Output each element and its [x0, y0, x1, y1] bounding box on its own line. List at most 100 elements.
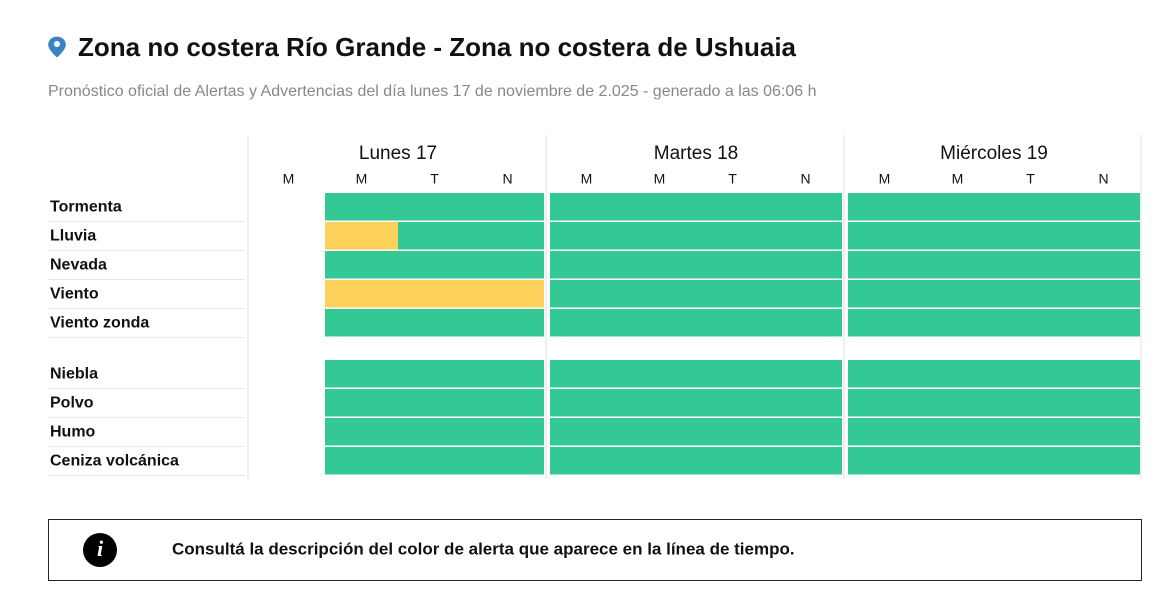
alert-cell [769, 193, 842, 221]
alert-cell [398, 222, 472, 250]
alert-cell [550, 251, 624, 279]
period-label: M [356, 171, 368, 187]
row-label: Humo [50, 424, 96, 441]
row-label: Tormenta [50, 199, 122, 216]
alert-cell [325, 193, 399, 221]
alert-cell [1067, 251, 1140, 279]
alert-cell [921, 280, 995, 308]
alert-cell [398, 280, 472, 308]
alert-cell [848, 360, 922, 388]
info-box [48, 519, 1142, 581]
day-label: Miércoles 19 [940, 143, 1048, 164]
period-label: N [800, 171, 810, 187]
alert-cell [325, 389, 399, 417]
alert-cell [994, 447, 1068, 475]
subtitle: Pronóstico oficial de Alertas y Adverten… [48, 83, 817, 100]
alert-cell [325, 309, 399, 337]
alert-cell [921, 418, 995, 446]
alert-cell [994, 389, 1068, 417]
row-label: Niebla [50, 366, 98, 383]
alert-cell [623, 447, 697, 475]
alert-cell [550, 418, 624, 446]
alert-cell [550, 222, 624, 250]
alert-cell [623, 360, 697, 388]
alert-cell [325, 251, 399, 279]
row-label: Ceniza volcánica [50, 453, 179, 470]
alert-cell [1067, 222, 1140, 250]
period-label: M [654, 171, 666, 187]
alert-cell [696, 418, 770, 446]
alert-cell [769, 447, 842, 475]
alert-cell [769, 222, 842, 250]
alert-cell [471, 222, 544, 250]
alert-cell [848, 222, 922, 250]
alert-cell [550, 309, 624, 337]
alert-cell [550, 447, 624, 475]
alert-cell [398, 418, 472, 446]
alert-cell [994, 251, 1068, 279]
period-label: N [1098, 171, 1108, 187]
alert-cell [471, 280, 544, 308]
alert-cell [398, 193, 472, 221]
alert-cell [848, 193, 922, 221]
alert-cell [623, 280, 697, 308]
alert-cell [471, 360, 544, 388]
alert-cell [1067, 447, 1140, 475]
row-label: Nevada [50, 257, 107, 274]
alert-cell [471, 193, 544, 221]
alert-cell [921, 360, 995, 388]
alert-cell [769, 389, 842, 417]
alert-cell [994, 280, 1068, 308]
alert-cell [1067, 280, 1140, 308]
period-label: M [283, 171, 295, 187]
info-icon-letter: i [97, 536, 104, 561]
alert-cell [1067, 389, 1140, 417]
alert-cell [769, 309, 842, 337]
alert-cell [848, 280, 922, 308]
alert-cell [696, 309, 770, 337]
alert-cell [994, 360, 1068, 388]
alert-cell [623, 251, 697, 279]
alert-cell [769, 251, 842, 279]
alert-cell [769, 418, 842, 446]
alert-cell [325, 447, 399, 475]
alert-cell [696, 447, 770, 475]
period-label: T [728, 171, 737, 187]
alert-cell [769, 360, 842, 388]
alert-cell [1067, 360, 1140, 388]
alert-cell [921, 251, 995, 279]
alert-cell [921, 222, 995, 250]
alert-cell [550, 360, 624, 388]
alert-cell [325, 360, 399, 388]
row-label: Polvo [50, 395, 94, 412]
row-label: Lluvia [50, 228, 96, 245]
alert-cell [848, 309, 922, 337]
alert-cell [325, 418, 399, 446]
alert-cell [623, 418, 697, 446]
row-label: Viento zonda [50, 315, 149, 332]
period-label: M [879, 171, 891, 187]
alert-cell [921, 389, 995, 417]
alert-cell [848, 447, 922, 475]
alert-cell [471, 447, 544, 475]
info-icon [83, 533, 117, 567]
alert-cell [696, 251, 770, 279]
alert-cell [994, 193, 1068, 221]
period-label: M [952, 171, 964, 187]
alert-cell [325, 222, 399, 250]
location-icon [48, 36, 66, 58]
alert-cell [325, 280, 399, 308]
alert-cell [471, 251, 544, 279]
alert-cell [398, 251, 472, 279]
alert-cell [623, 309, 697, 337]
period-label: N [502, 171, 512, 187]
alert-cell [471, 309, 544, 337]
alert-cell [398, 389, 472, 417]
alert-cell [398, 447, 472, 475]
alert-cell [550, 193, 624, 221]
alert-cell [623, 193, 697, 221]
title: Zona no costera Río Grande - Zona no cos… [78, 32, 797, 62]
alert-cell [1067, 193, 1140, 221]
alert-cell [848, 389, 922, 417]
